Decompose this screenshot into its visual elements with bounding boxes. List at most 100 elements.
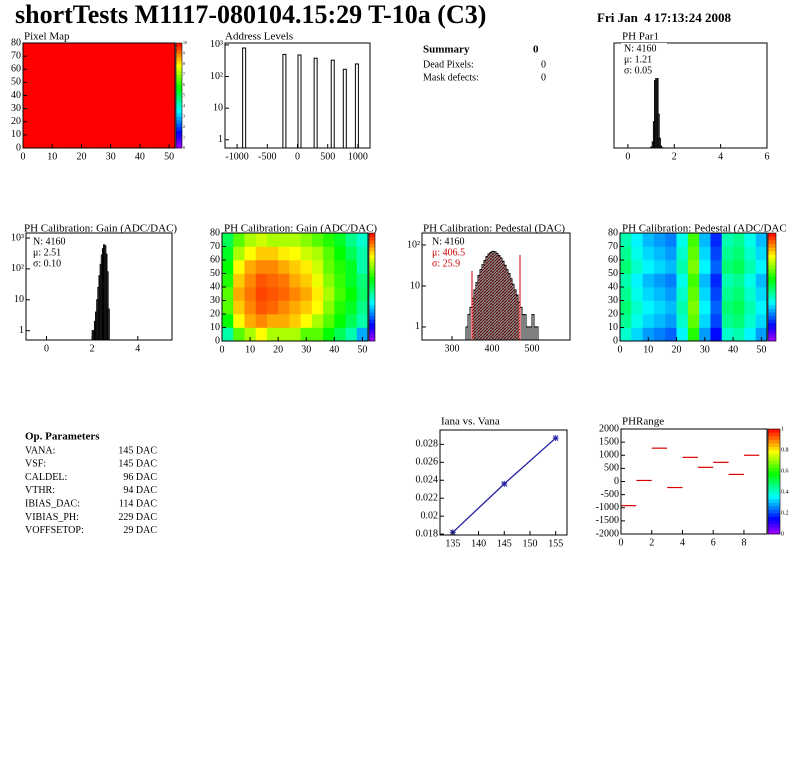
heat-cell bbox=[356, 246, 369, 261]
heat-cell bbox=[733, 327, 745, 342]
heat-cell bbox=[128, 43, 141, 57]
heat-cell bbox=[755, 314, 768, 328]
y-tick-label: 70 bbox=[11, 50, 21, 61]
heat-cell bbox=[266, 300, 279, 315]
y-tick-label: 1000 bbox=[599, 450, 619, 461]
x-tick-label: 135 bbox=[445, 538, 460, 549]
heat-cell bbox=[300, 260, 313, 274]
heat-cell bbox=[665, 246, 677, 261]
palette-label: 0 bbox=[781, 531, 784, 537]
heat-cell bbox=[300, 246, 313, 261]
palette-step bbox=[369, 251, 375, 255]
y-tick-label: 50 bbox=[608, 268, 618, 279]
palette-step bbox=[768, 460, 780, 465]
heat-cell bbox=[356, 287, 369, 301]
heat-cell bbox=[93, 134, 106, 149]
heat-cell bbox=[356, 300, 369, 315]
heat-cell bbox=[733, 273, 745, 288]
heat-cell bbox=[46, 56, 59, 70]
heat-cell bbox=[710, 300, 723, 315]
heat-cell bbox=[266, 327, 279, 342]
palette-step bbox=[768, 319, 776, 324]
palette-step bbox=[768, 301, 776, 306]
heat-cell bbox=[233, 233, 245, 247]
palette-step bbox=[176, 102, 182, 107]
heat-cell bbox=[69, 43, 82, 57]
palette-step bbox=[369, 279, 375, 284]
heat-cell bbox=[721, 300, 734, 315]
heat-cell bbox=[104, 43, 117, 57]
heat-cell bbox=[163, 82, 176, 96]
op-label: IBIAS_DAC: bbox=[25, 498, 80, 509]
heat-cell bbox=[46, 95, 59, 109]
heat-cell bbox=[323, 233, 335, 247]
heat-cell bbox=[34, 134, 47, 149]
heat-cell bbox=[653, 273, 666, 288]
y-tick-label: 40 bbox=[608, 281, 618, 292]
marker bbox=[501, 480, 508, 487]
y-tick-label: 10² bbox=[407, 239, 420, 250]
heat-cell bbox=[266, 287, 279, 301]
heat-cell bbox=[163, 121, 176, 136]
heat-cell bbox=[93, 56, 106, 70]
palette-step bbox=[176, 67, 182, 72]
heat-cell bbox=[642, 246, 655, 261]
panel-title: PHRange bbox=[622, 416, 664, 428]
stats-text: μ: 406.5 bbox=[432, 247, 465, 258]
heat-cell bbox=[69, 108, 82, 123]
x-tick-label: 2 bbox=[672, 151, 677, 162]
palette-step bbox=[768, 439, 780, 444]
heat-cell bbox=[244, 246, 256, 261]
heat-cell bbox=[222, 327, 234, 342]
heat-cell bbox=[278, 233, 290, 247]
heat-cell bbox=[334, 327, 346, 342]
heat-cell bbox=[128, 69, 141, 83]
heat-cell bbox=[81, 69, 94, 83]
palette-step bbox=[768, 265, 776, 270]
heat-cell bbox=[687, 314, 700, 328]
palette-label: 4 bbox=[183, 103, 185, 108]
heat-cell bbox=[104, 108, 117, 123]
palette-step bbox=[768, 485, 780, 489]
x-tick-label: 4 bbox=[680, 537, 685, 548]
heat-cell bbox=[93, 95, 106, 109]
op-value: 145 DAC bbox=[118, 445, 157, 456]
palette-step bbox=[768, 308, 776, 313]
heat-cell bbox=[278, 300, 290, 315]
op-label: VIBIAS_PH: bbox=[25, 512, 79, 523]
x-tick-label: 20 bbox=[672, 344, 682, 355]
stats-box bbox=[30, 236, 76, 271]
heat-cell bbox=[631, 287, 643, 301]
palette-step bbox=[768, 513, 780, 517]
palette-step bbox=[768, 523, 780, 528]
heat-cell bbox=[104, 95, 117, 109]
heat-cell bbox=[23, 108, 35, 123]
palette-label: 8 bbox=[183, 61, 185, 66]
x-tick-label: 30 bbox=[700, 344, 710, 355]
palette-step bbox=[768, 279, 776, 284]
heat-cell bbox=[334, 287, 346, 301]
heat-cell bbox=[345, 287, 358, 301]
y-tick-label: 60 bbox=[608, 254, 618, 265]
heat-cell bbox=[710, 246, 723, 261]
palette-step bbox=[176, 64, 182, 68]
x-tick-label: 40 bbox=[329, 344, 339, 355]
heat-cell bbox=[665, 233, 677, 247]
heat-cell bbox=[733, 233, 745, 247]
stats-text: N: 4160 bbox=[624, 43, 657, 54]
op-label: VTHR: bbox=[25, 485, 55, 496]
heat-cell bbox=[699, 246, 711, 261]
y-tick-label: -2000 bbox=[596, 528, 619, 539]
op-value: 114 DAC bbox=[119, 498, 158, 509]
heat-cell bbox=[104, 134, 117, 149]
heat-cell bbox=[744, 260, 756, 274]
heat-cell bbox=[151, 134, 164, 149]
y-tick-label: 40 bbox=[11, 90, 21, 101]
heat-cell bbox=[687, 233, 700, 247]
heat-cell bbox=[653, 233, 666, 247]
y-tick-label: 2000 bbox=[599, 423, 619, 434]
palette-step bbox=[369, 261, 375, 266]
palette-step bbox=[176, 141, 182, 145]
heat-cell bbox=[289, 260, 301, 274]
heat-cell bbox=[278, 273, 290, 288]
